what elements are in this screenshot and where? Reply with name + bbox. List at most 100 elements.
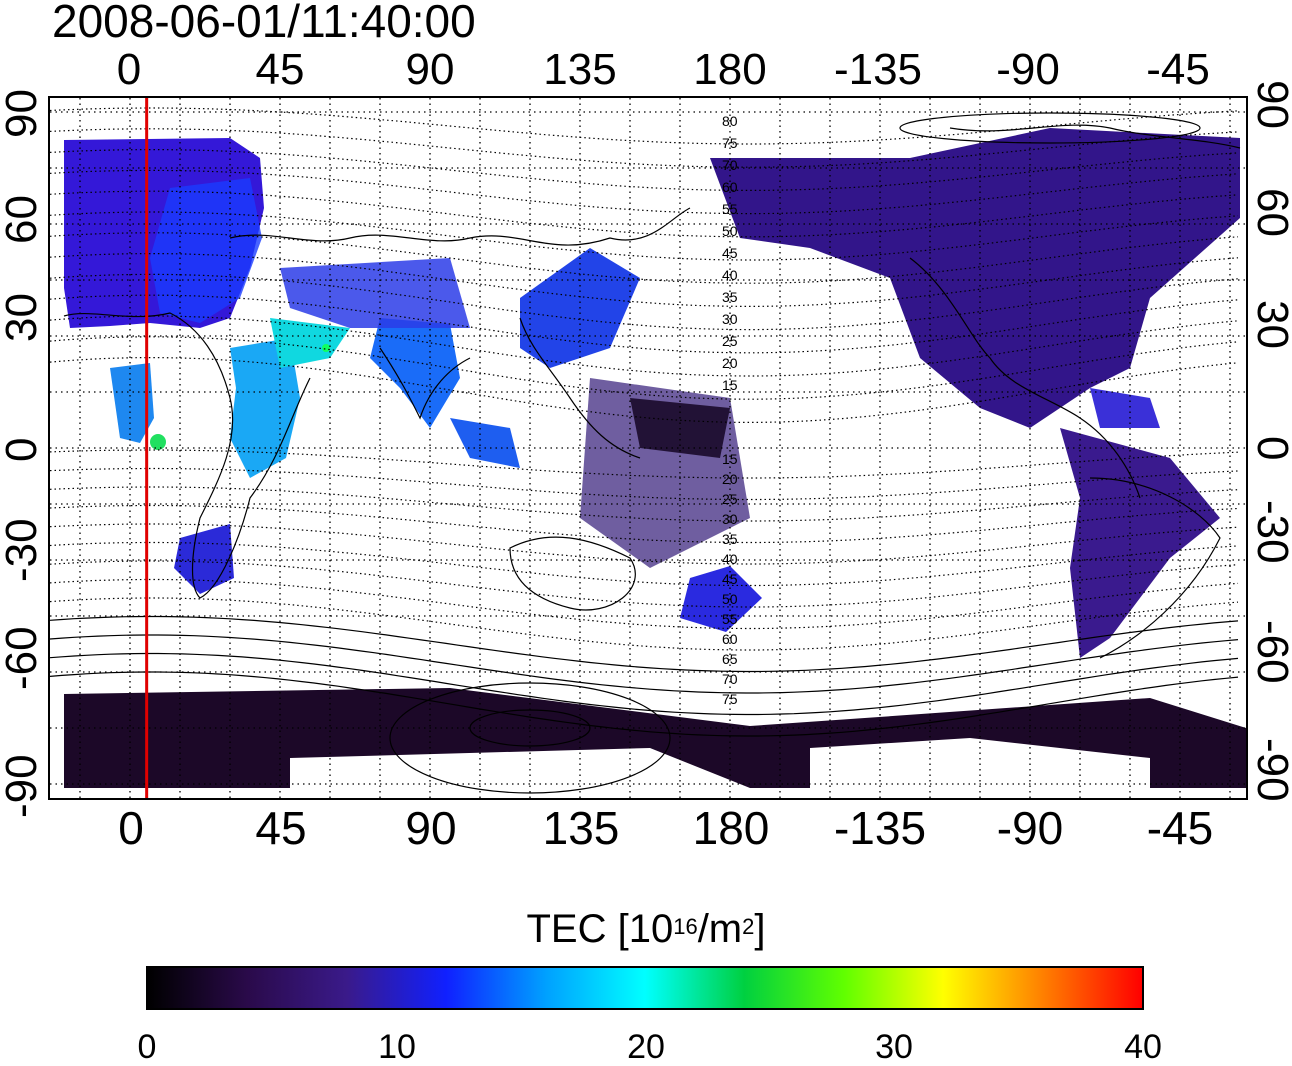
contour-label: 60 <box>722 179 738 195</box>
lon-label-bottom: 180 <box>692 802 770 854</box>
tec-region-south-africa <box>174 524 234 594</box>
contour-label: 70 <box>722 671 738 687</box>
tec-region-east-africa <box>230 338 300 478</box>
contour-line <box>50 449 1239 479</box>
lon-label-bottom: -135 <box>833 802 927 854</box>
tec-region-south-america <box>1060 428 1220 658</box>
contour-label: 55 <box>722 201 738 217</box>
magnetic-contours <box>50 107 1239 794</box>
lon-label-top: 0 <box>116 45 142 94</box>
colorbar-title-unit-exponent: 2 <box>742 914 755 939</box>
contour-label: 55 <box>722 611 738 627</box>
contour-label: 40 <box>722 551 738 567</box>
colorbar-tick: 20 <box>627 1028 665 1066</box>
lon-label-top: 135 <box>543 45 617 94</box>
contour-label: 70 <box>722 157 738 173</box>
contour-label: 60 <box>722 631 738 647</box>
contour-line <box>50 273 1239 331</box>
tec-region-new-zealand <box>680 566 762 632</box>
lon-label-top: -135 <box>833 45 923 94</box>
contour-line <box>50 315 1239 377</box>
tec-region-se-asia <box>450 418 520 468</box>
contour-label: 45 <box>722 571 738 587</box>
colorbar-tick: 10 <box>378 1028 416 1066</box>
contour-line <box>50 190 1239 238</box>
tec-map: 80 75 70 60 55 50 45 40 35 30 25 20 15 15 20 25 30 35 40 45… <box>48 96 1248 800</box>
contour-label: 65 <box>722 651 738 667</box>
colorbar <box>146 966 1144 1010</box>
tec-data-layer <box>64 128 1246 788</box>
colorbar-title-close: ] <box>754 907 766 951</box>
coastlines <box>63 112 1241 659</box>
contour-line <box>50 107 1239 145</box>
contour-label: 50 <box>722 591 738 607</box>
contour-label: 15 <box>722 451 738 467</box>
lon-label-bottom: 90 <box>405 802 457 854</box>
contour-label: 20 <box>722 355 738 371</box>
contour-labels: 80 75 70 60 55 50 45 40 35 30 25 20 15 15 20 25 30 35 40 45… <box>722 113 738 707</box>
lon-label-top: 90 <box>405 45 455 94</box>
tec-region-africa <box>110 363 154 443</box>
contour-line <box>50 541 1239 587</box>
tec-region-india <box>370 318 460 428</box>
timestamp: 2008-06-01/11:40:00 <box>52 0 476 47</box>
tec-region-middle-east <box>270 318 350 368</box>
contour-pole-loop <box>389 682 671 794</box>
tec-hotspot-arabia <box>322 344 330 352</box>
contour-line <box>50 467 1239 501</box>
colorbar-tick: 30 <box>875 1028 913 1066</box>
lon-label-top: 45 <box>255 45 305 94</box>
contour-line <box>50 486 1239 522</box>
contour-label: 30 <box>722 311 738 327</box>
contour-label: 35 <box>722 289 738 305</box>
contour-label: 40 <box>722 267 738 283</box>
contour-line <box>50 523 1239 565</box>
colorbar-title-unit: /m <box>697 907 743 951</box>
lon-label-top: -45 <box>1146 45 1210 94</box>
lon-label-bottom: -45 <box>1146 802 1214 854</box>
contour-line <box>50 671 1239 737</box>
lon-label-bottom: 135 <box>542 802 620 854</box>
colorbar-title-text: TEC [10 <box>526 907 674 951</box>
contour-line <box>50 560 1239 608</box>
contour-line <box>50 615 1239 673</box>
tec-region-north-america <box>710 128 1240 428</box>
contour-line <box>50 357 1239 423</box>
tec-region-antarctic-gap <box>290 748 750 788</box>
contour-line <box>50 211 1239 261</box>
contour-line <box>50 128 1239 168</box>
contour-line <box>50 253 1239 307</box>
tec-region-europe-highlight <box>150 178 262 323</box>
contour-line <box>50 652 1239 716</box>
tec-hotspot-west-africa <box>150 434 166 450</box>
contour-label: 35 <box>722 531 738 547</box>
contour-line <box>50 634 1239 694</box>
contour-label: 25 <box>722 491 738 507</box>
contour-label: 75 <box>722 691 738 707</box>
contour-label: 50 <box>722 223 738 239</box>
contour-label: 45 <box>722 245 738 261</box>
contour-line <box>50 232 1239 284</box>
contour-label: 80 <box>722 113 738 129</box>
contour-line <box>50 336 1239 400</box>
contour-label: 30 <box>722 511 738 527</box>
contour-line <box>50 578 1239 630</box>
contour-label: 15 <box>722 377 738 393</box>
lon-label-top: -90 <box>996 45 1060 94</box>
tec-region-antarctic-gap2 <box>810 738 1150 788</box>
contour-pole-loop <box>469 709 591 747</box>
colorbar-title-exponent: 16 <box>673 914 698 939</box>
contour-line <box>50 597 1239 651</box>
lon-label-bottom: 45 <box>255 802 307 854</box>
contour-label: 25 <box>722 333 738 349</box>
lon-label-top: 180 <box>693 45 767 94</box>
tec-map-canvas: 80 75 70 60 55 50 45 40 35 30 25 20 15 15 20 25 30 35 40 45… <box>50 98 1246 798</box>
colorbar-tick: 0 <box>137 1028 157 1066</box>
colorbar-tick: 40 <box>1124 1028 1162 1066</box>
tec-region-asia <box>280 258 470 328</box>
contour-label: 75 <box>722 135 738 151</box>
colorbar-title: TEC [1016/m2] <box>0 906 1292 952</box>
tec-region-caribbean <box>1090 388 1160 428</box>
contour-line <box>50 294 1239 354</box>
contour-label: 20 <box>722 471 738 487</box>
